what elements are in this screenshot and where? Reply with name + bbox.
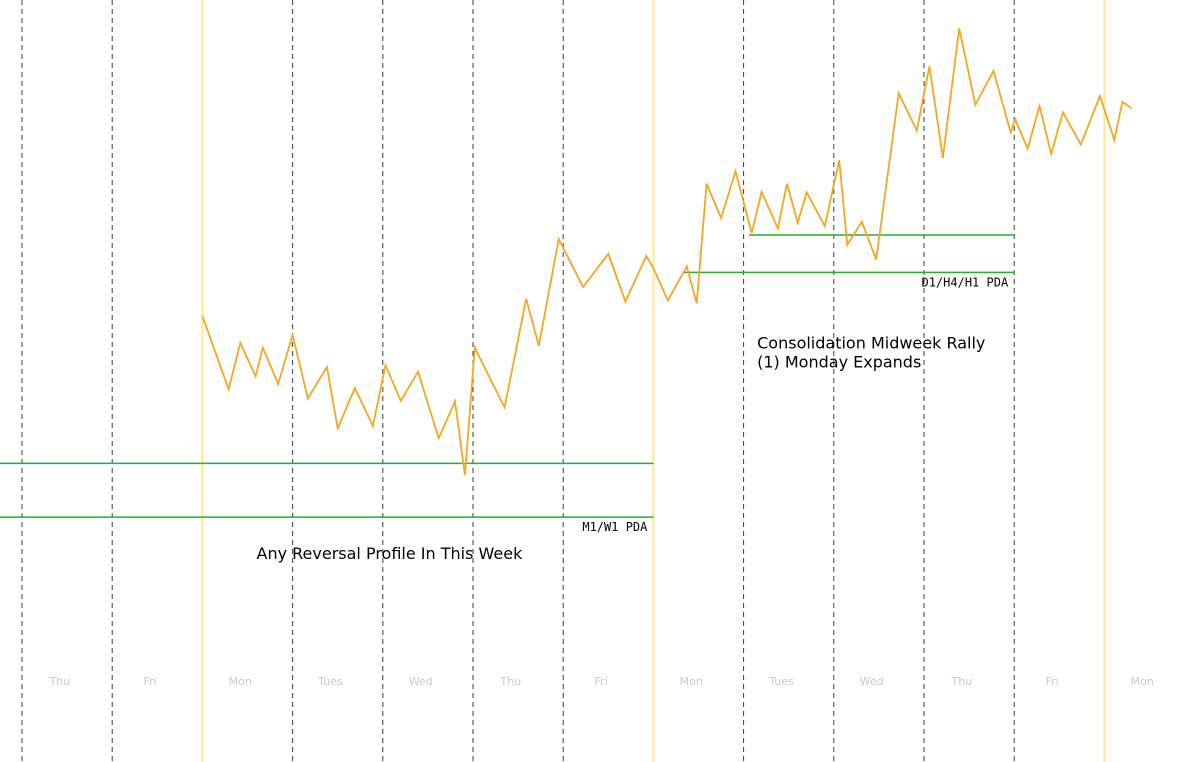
x-axis-day-labels: Thu Fri Mon Tues Wed Thu Fri Mon Tues Wed Thu Fri Mo… <box>49 675 1154 688</box>
day-tick-label: Wed <box>860 675 884 688</box>
day-tick-label: Tues <box>768 675 794 688</box>
price-series <box>201 28 1133 476</box>
level-label: D1/H4/H1 PDA <box>921 275 1008 289</box>
day-tick-label: Thu <box>49 675 71 688</box>
day-tick-label: Fri <box>595 675 608 688</box>
annotation-line: Any Reversal Profile In This Week <box>257 544 524 563</box>
level-labels: M1/W1 PDA D1/H4/H1 PDA <box>582 275 1009 534</box>
day-tick-label: Tues <box>317 675 343 688</box>
pda-levels <box>0 234 1015 518</box>
price-line <box>201 28 1133 476</box>
day-tick-label: Mon <box>1131 675 1154 688</box>
day-separators <box>21 0 1015 762</box>
annotation-text: Any Reversal Profile In This Week <box>257 544 524 563</box>
day-tick-label: Fri <box>144 675 157 688</box>
day-tick-label: Thu <box>951 675 973 688</box>
day-tick-label: Thu <box>500 675 522 688</box>
day-tick-label: Mon <box>680 675 703 688</box>
annotations: Any Reversal Profile In This Week Consoli… <box>257 333 986 563</box>
annotation-line: (1) Monday Expands <box>757 352 921 371</box>
week-separators <box>201 0 1106 762</box>
annotation-text: Consolidation Midweek Rally (1) Monday Ex… <box>757 333 985 371</box>
level-label: M1/W1 PDA <box>582 520 648 534</box>
day-tick-label: Wed <box>409 675 433 688</box>
annotation-line: Consolidation Midweek Rally <box>757 333 985 352</box>
day-tick-label: Mon <box>229 675 252 688</box>
day-tick-label: Fri <box>1046 675 1059 688</box>
